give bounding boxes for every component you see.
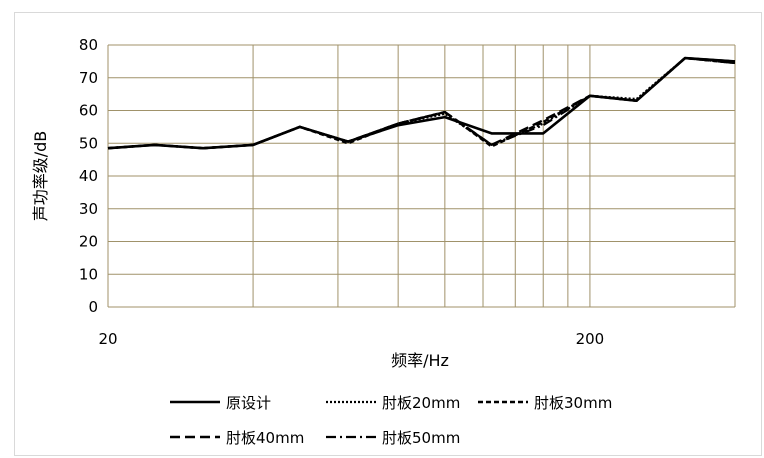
series-line-2 [107, 56, 736, 150]
chart-frame [14, 12, 762, 456]
legend-label: 肘板20mm [382, 394, 460, 412]
legend-label: 原设计 [226, 394, 271, 412]
y-tick-label: 10 [79, 265, 98, 283]
series-lines [107, 56, 736, 150]
y-tick-label: 0 [88, 298, 98, 316]
series-line-1 [107, 56, 736, 150]
series-line-3 [107, 56, 736, 150]
x-tick-label: 20 [98, 330, 117, 348]
y-tick-label: 40 [79, 167, 98, 185]
y-tick-label: 60 [79, 102, 98, 120]
y-tick-label: 20 [79, 233, 98, 251]
series-line-4 [107, 56, 736, 150]
y-tick-label: 30 [79, 200, 98, 218]
y-tick-label: 80 [79, 36, 98, 54]
y-axis-title: 声功率级/dB [31, 131, 50, 222]
series-line-5 [107, 56, 736, 150]
legend-label: 肘板40mm [226, 429, 304, 447]
y-tick-label: 70 [79, 69, 98, 87]
legend-label: 肘板50mm [382, 429, 460, 447]
grid-lines [107, 44, 736, 308]
legend-label: 肘板30mm [534, 394, 612, 412]
y-tick-labels: 0 10 20 30 40 50 60 70 80 [79, 36, 98, 316]
x-tick-labels: 20 200 [98, 330, 604, 348]
y-tick-label: 50 [79, 134, 98, 152]
legend: 原设计 肘板20mm 肘板30mm 肘板40mm 肘板50mm [170, 394, 612, 447]
x-axis-title: 频率/Hz [391, 351, 449, 370]
x-tick-label: 200 [576, 330, 605, 348]
